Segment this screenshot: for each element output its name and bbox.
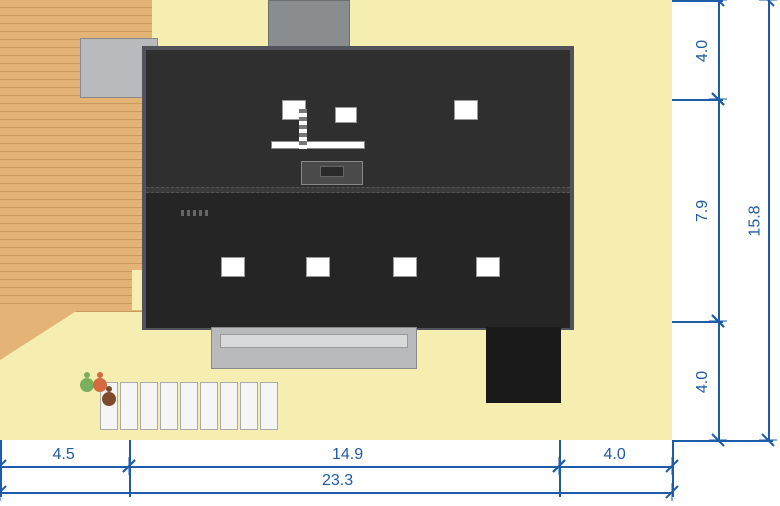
deck-board xyxy=(0,104,152,112)
roof-detail xyxy=(299,109,307,149)
deck-board xyxy=(0,136,152,144)
deck-board xyxy=(0,280,152,288)
deck-board xyxy=(0,176,152,184)
gray-ext-bottom xyxy=(211,327,417,369)
dim-label: 4.5 xyxy=(53,446,75,464)
skylight xyxy=(454,100,478,120)
dim-line xyxy=(672,440,773,442)
step xyxy=(260,382,278,430)
deck-board xyxy=(0,296,152,304)
step xyxy=(120,382,138,430)
deck-board xyxy=(0,184,152,192)
dim-line xyxy=(129,466,559,468)
person-icon xyxy=(102,392,116,406)
roof-lower xyxy=(146,190,570,328)
deck-board xyxy=(0,112,152,120)
deck-board xyxy=(0,264,152,272)
deck-board xyxy=(0,8,152,16)
dim-label: 4.0 xyxy=(604,446,626,464)
step xyxy=(160,382,178,430)
deck-board xyxy=(0,240,152,248)
person-icon xyxy=(80,378,94,392)
roof-ridge xyxy=(146,187,570,193)
skylight xyxy=(221,257,245,277)
person-icon xyxy=(93,378,107,392)
dim-line xyxy=(768,0,770,440)
dim-label: 4.0 xyxy=(694,370,712,392)
deck-board xyxy=(0,144,152,152)
dim-line xyxy=(129,440,131,497)
step xyxy=(180,382,198,430)
dim-line xyxy=(672,0,723,2)
step xyxy=(140,382,158,430)
deck-board xyxy=(0,168,152,176)
deck-board xyxy=(0,24,152,32)
dim-tick xyxy=(759,0,777,9)
deck-board xyxy=(0,160,152,168)
step xyxy=(220,382,238,430)
dim-line xyxy=(559,440,561,497)
step xyxy=(240,382,258,430)
deck-board xyxy=(0,200,152,208)
deck-board xyxy=(0,248,152,256)
skylight xyxy=(393,257,417,277)
chimney xyxy=(301,161,363,185)
step xyxy=(200,382,218,430)
dim-line xyxy=(559,466,672,468)
dim-label: 4.0 xyxy=(694,39,712,61)
deck-board xyxy=(0,208,152,216)
dim-line xyxy=(0,440,2,497)
dim-label: 7.9 xyxy=(694,200,712,222)
deck-board xyxy=(0,0,152,8)
skylight xyxy=(306,257,330,277)
dim-line xyxy=(672,321,723,323)
deck-board xyxy=(0,256,152,264)
dim-label: 14.9 xyxy=(332,446,363,464)
gray-ext-top xyxy=(268,0,350,49)
dim-label: 15.8 xyxy=(747,205,765,236)
deck-board xyxy=(0,192,152,200)
deck-board xyxy=(0,232,152,240)
roof-bar xyxy=(271,141,365,149)
deck-board xyxy=(0,224,152,232)
roof-dots xyxy=(181,210,209,216)
garage xyxy=(486,327,561,403)
dim-line xyxy=(0,492,672,494)
deck-board xyxy=(0,128,152,136)
deck-board xyxy=(0,120,152,128)
deck-board xyxy=(0,16,152,24)
deck-board xyxy=(0,288,152,296)
skylight xyxy=(476,257,500,277)
deck-board xyxy=(0,216,152,224)
dim-line xyxy=(0,466,129,468)
deck-board xyxy=(0,272,152,280)
deck-board xyxy=(0,152,152,160)
dim-line xyxy=(718,0,720,99)
dim-line xyxy=(718,321,720,440)
roof xyxy=(145,49,571,327)
dim-line xyxy=(672,440,674,497)
dim-line xyxy=(718,99,720,321)
skylight xyxy=(335,107,357,123)
dim-label: 23.3 xyxy=(322,472,353,490)
dim-line xyxy=(672,99,723,101)
deck-tail xyxy=(0,310,78,360)
